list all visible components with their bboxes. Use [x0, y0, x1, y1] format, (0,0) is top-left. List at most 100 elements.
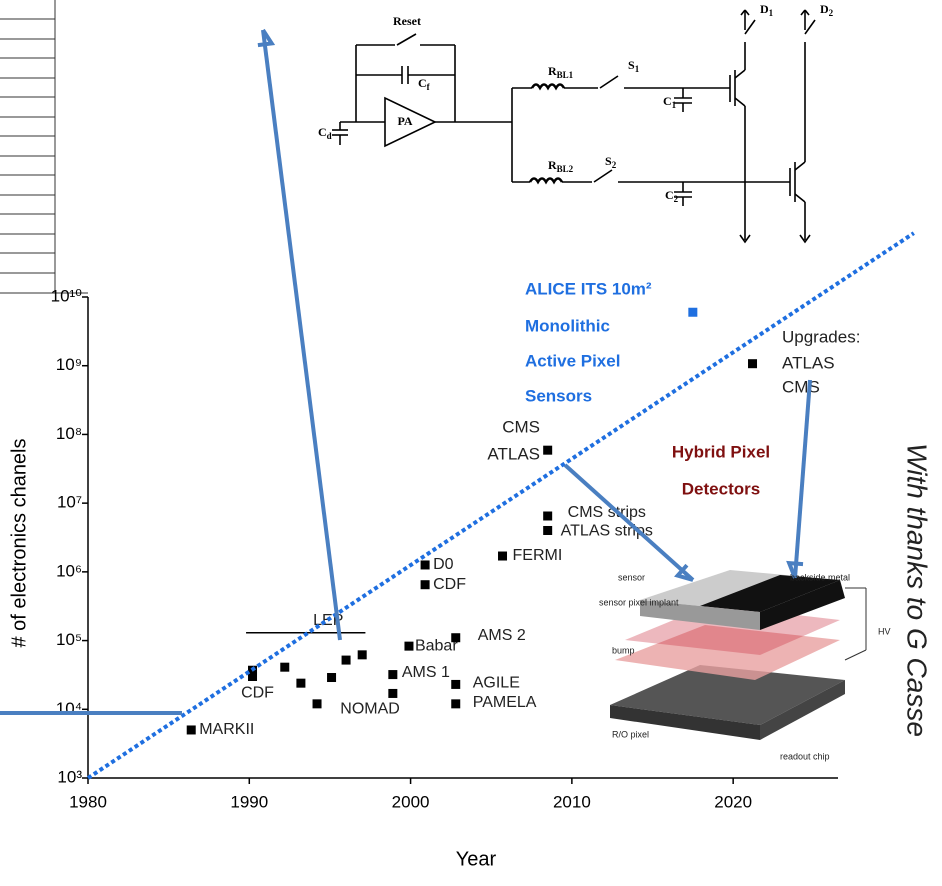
- circuit-diagram: [332, 9, 816, 244]
- y-tick-label: 10¹⁰: [51, 286, 83, 305]
- circuit-label: C2: [665, 188, 679, 204]
- credit: With thanks to G Casse: [902, 443, 933, 737]
- arrow-head: [786, 560, 804, 579]
- circuit-label: S2: [605, 154, 617, 170]
- detector-label: R/O pixel: [612, 729, 649, 739]
- annotation: ATLAS: [782, 353, 835, 372]
- x-tick-label: 1990: [230, 792, 268, 811]
- detector-label: sensor: [618, 572, 645, 582]
- arrow-head: [257, 28, 276, 48]
- circuit-label-main: C: [418, 76, 427, 90]
- circuit-label-main: D: [760, 2, 769, 16]
- annotation: CMS: [502, 417, 540, 436]
- annotation: Active Pixel: [525, 351, 620, 370]
- detector-label: bump: [612, 645, 635, 655]
- point-label: AGILE: [473, 675, 520, 692]
- arrow-head: [674, 563, 694, 582]
- y-tick-label: 10⁹: [56, 355, 82, 374]
- point-label: D0: [433, 556, 454, 573]
- circuit-label: Cd: [318, 125, 332, 141]
- circuit-label-main: C: [318, 125, 327, 139]
- data-point: [296, 678, 306, 688]
- circuit-label-sub: 2: [829, 8, 834, 18]
- annotation: ALICE ITS 10m²: [525, 279, 652, 298]
- data-point: [543, 525, 553, 535]
- data-point: [357, 650, 367, 660]
- data-point: [451, 679, 461, 689]
- circuit-label-sub: 1: [769, 8, 774, 18]
- data-point: [186, 725, 196, 735]
- x-tick-label: 2020: [714, 792, 752, 811]
- detector-label: readout chip: [780, 751, 830, 761]
- circuit-label: RBL2: [548, 158, 574, 174]
- arrow: [261, 29, 342, 641]
- circuit-label-sub: 2: [612, 160, 617, 170]
- table-fragment: [0, 0, 88, 294]
- circuit-label-sub: BL2: [557, 164, 574, 174]
- circuit-label-sub: BL1: [557, 70, 574, 80]
- circuit-label: RBL1: [548, 64, 574, 80]
- circuit-label: Cf: [418, 76, 431, 92]
- x-tick-label: 2010: [553, 792, 591, 811]
- circuit-label-main: C: [663, 94, 672, 108]
- data-point: [404, 641, 414, 651]
- point-label: AMS 2: [478, 627, 526, 644]
- data-point: [341, 655, 351, 665]
- circuit-label-main: PA: [397, 114, 412, 128]
- circuit-label-main: D: [820, 2, 829, 16]
- trend-line: [86, 231, 915, 780]
- circuit-label-sub: 1: [635, 64, 640, 74]
- circuit-label-main: C: [665, 188, 674, 202]
- data-point: [688, 307, 698, 317]
- y-tick-label: 10³: [57, 767, 82, 786]
- data-point: [280, 662, 290, 672]
- arrow: [793, 379, 812, 579]
- circuit-label-main: S: [605, 154, 612, 168]
- annotation: Sensors: [525, 386, 592, 405]
- data-point: [420, 580, 430, 590]
- detector-label: backside metal: [790, 572, 850, 582]
- y-axis-label: # of electronics chanels: [8, 438, 30, 647]
- data-point: [543, 445, 553, 455]
- point-label: CDF: [433, 576, 466, 593]
- point-label: CMS strips: [568, 504, 646, 521]
- circuit-label-sub: 1: [672, 100, 677, 110]
- annotation: Hybrid Pixel: [672, 442, 770, 461]
- circuit-label: D2: [820, 2, 834, 18]
- annotation: Detectors: [682, 479, 760, 498]
- point-label: Babar: [415, 637, 458, 654]
- data-point: [498, 551, 508, 561]
- detector-illustration: [610, 570, 867, 740]
- detector-label: HV: [878, 626, 891, 636]
- point-label: CDF: [241, 685, 274, 702]
- data-point: [748, 359, 758, 369]
- data-point: [420, 560, 430, 570]
- y-tick-label: 10⁷: [57, 493, 82, 512]
- x-axis-label: Year: [456, 848, 497, 870]
- point-label: MARKII: [199, 721, 254, 738]
- point-label: ATLAS strips: [561, 523, 653, 540]
- circuit-label: Reset: [393, 14, 421, 28]
- detector-label: sensor pixel implant: [599, 597, 679, 607]
- data-point: [451, 633, 461, 643]
- data-point: [312, 699, 322, 709]
- y-tick-label: 10⁸: [56, 424, 82, 443]
- circuit-label: D1: [760, 2, 774, 18]
- circuit-label: PA: [397, 114, 412, 128]
- circuit-label-main: Reset: [393, 14, 421, 28]
- circuit-label-sub: 2: [674, 194, 679, 204]
- circuit-label-main: R: [548, 64, 557, 78]
- arrow: [563, 463, 695, 582]
- circuit-label-sub: d: [327, 131, 332, 141]
- data-point: [248, 672, 258, 682]
- point-label: FERMI: [513, 547, 563, 564]
- data-point: [451, 699, 461, 709]
- data-point: [543, 511, 553, 521]
- annotation: Upgrades:: [782, 327, 860, 346]
- point-label: PAMELA: [473, 694, 537, 711]
- circuit-label-main: R: [548, 158, 557, 172]
- data-point: [327, 673, 337, 683]
- x-tick-label: 2000: [392, 792, 430, 811]
